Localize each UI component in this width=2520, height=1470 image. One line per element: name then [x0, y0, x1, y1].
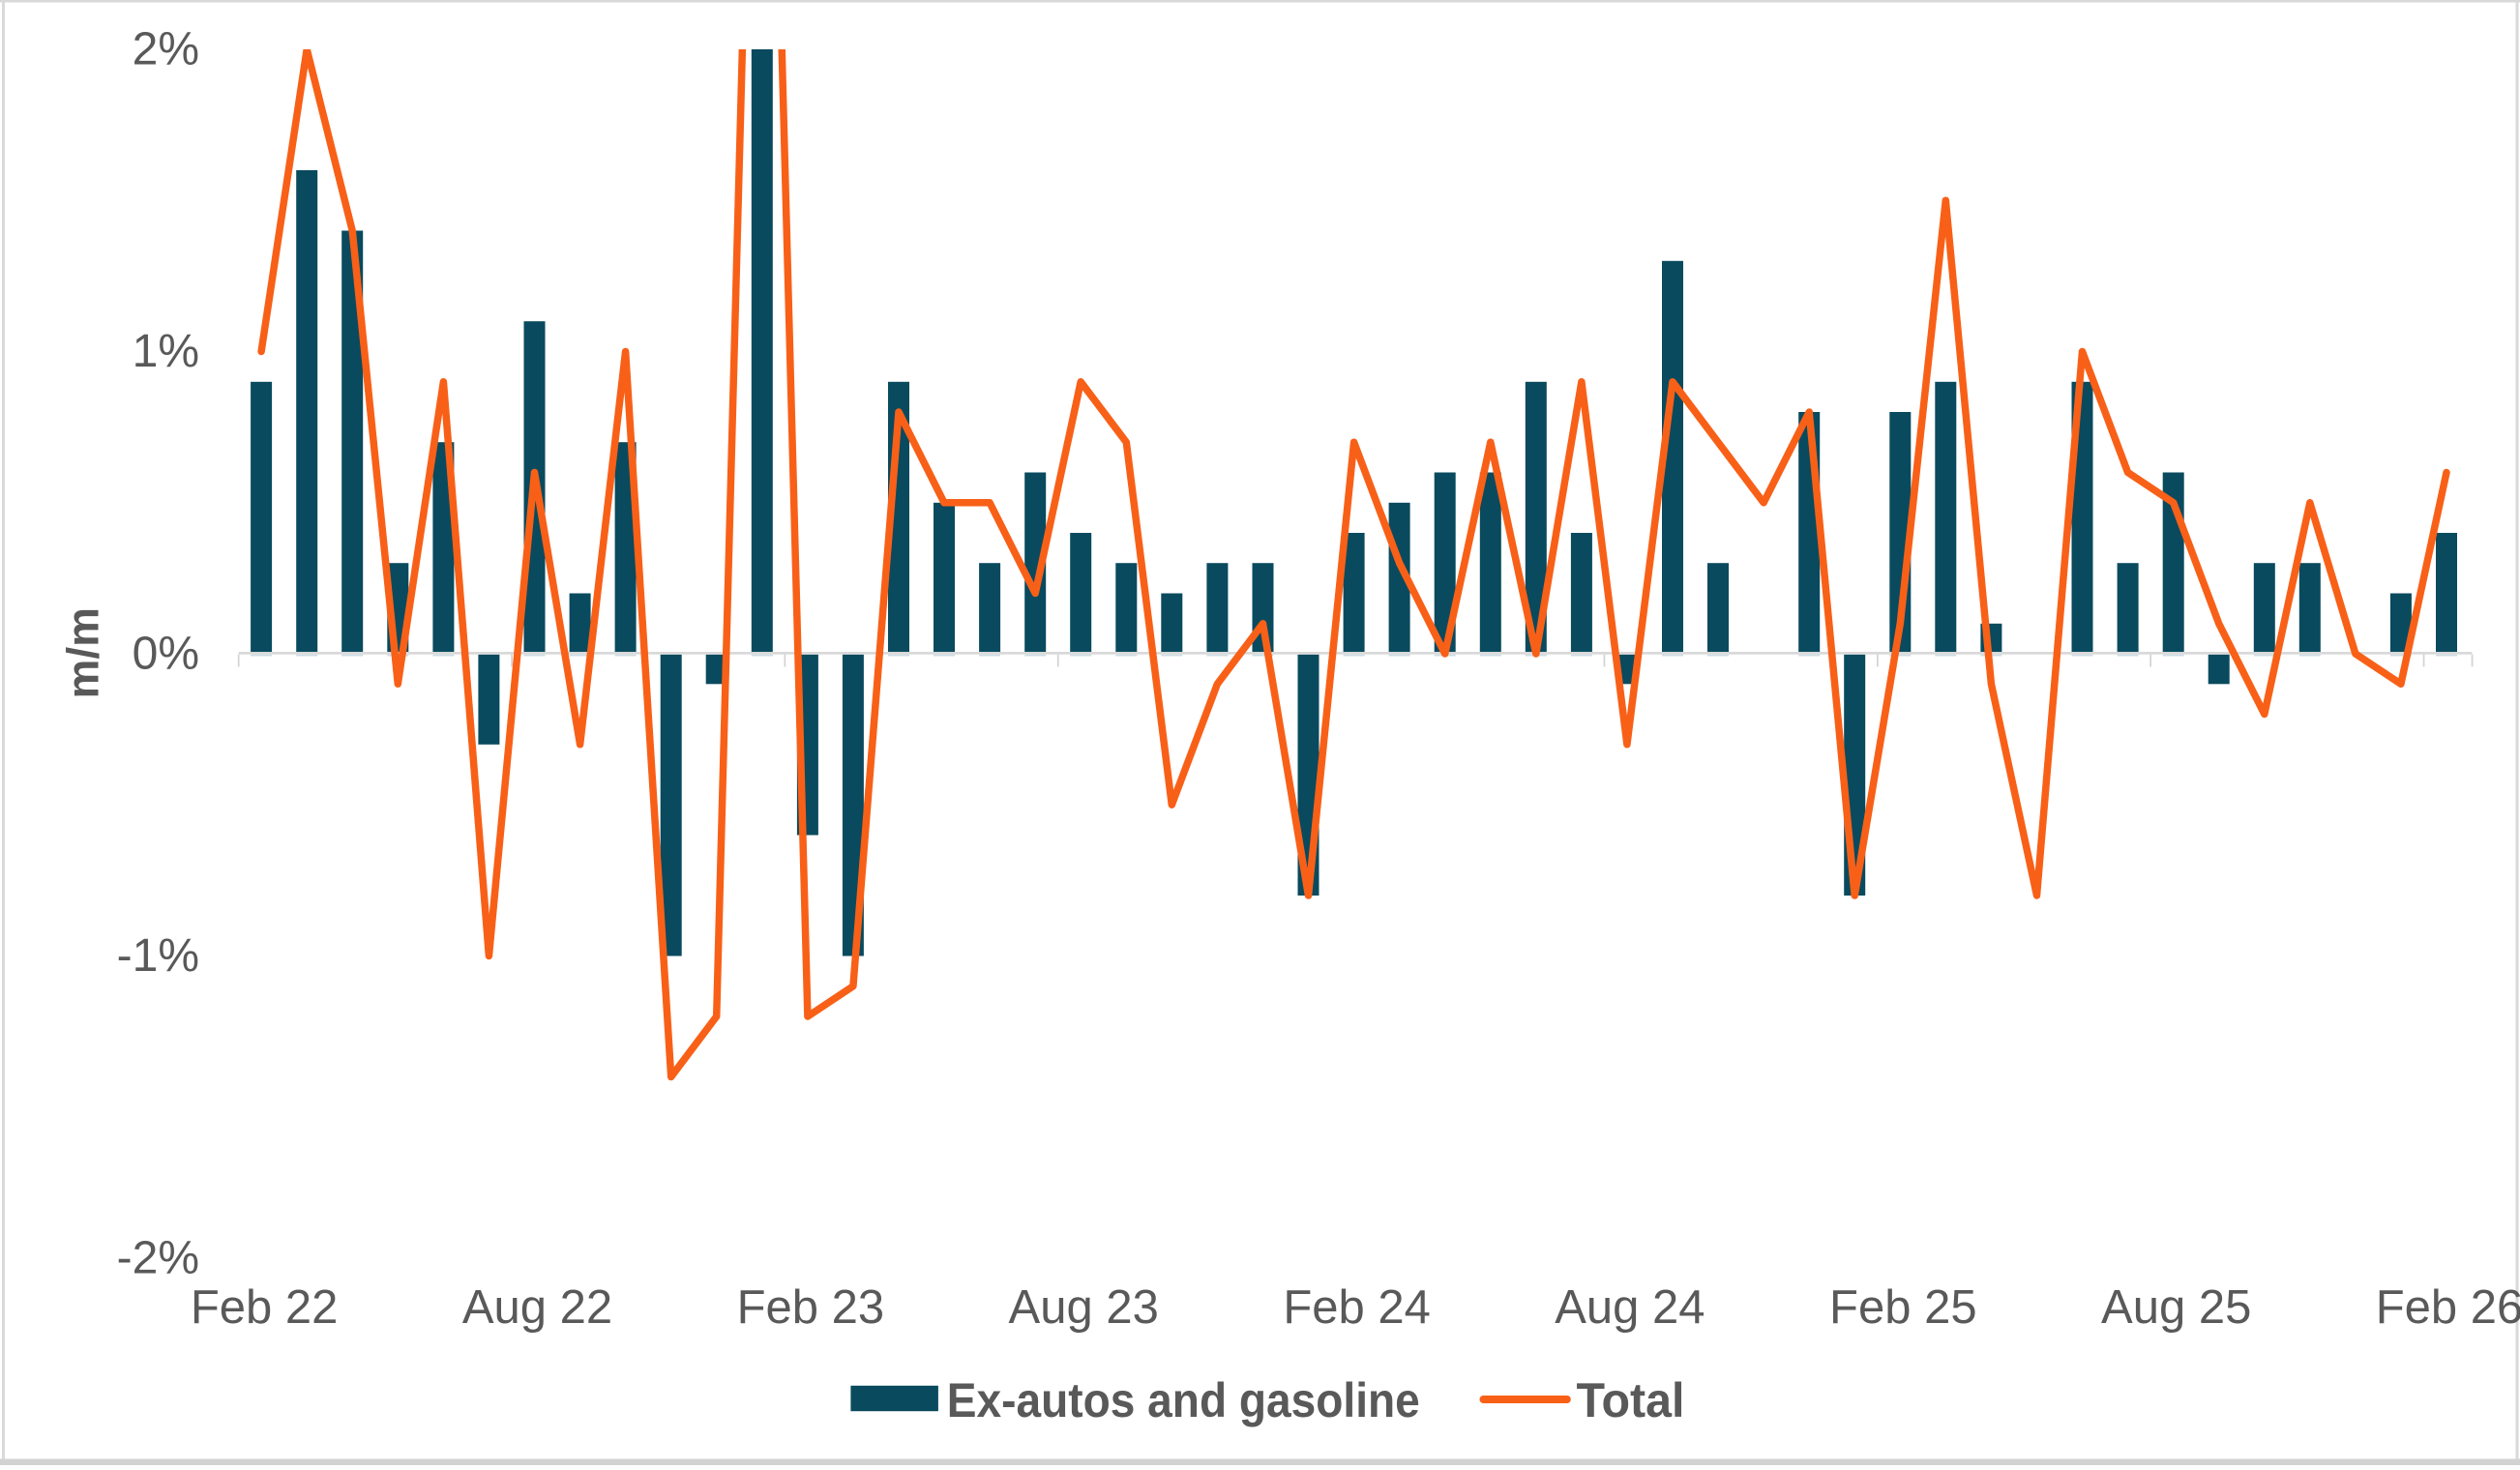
svg-text:Aug 24: Aug 24 [1555, 1281, 1705, 1334]
svg-text:Total: Total [1577, 1373, 1685, 1427]
svg-text:0%: 0% [133, 629, 199, 680]
svg-text:Feb 24: Feb 24 [1283, 1281, 1431, 1334]
svg-text:Aug 22: Aug 22 [462, 1281, 612, 1334]
svg-text:Ex-autos and gasoline: Ex-autos and gasoline [947, 1373, 1420, 1427]
svg-text:Feb 26: Feb 26 [2376, 1281, 2520, 1334]
svg-text:-2%: -2% [117, 1233, 199, 1284]
svg-text:Feb 25: Feb 25 [1829, 1281, 1977, 1334]
svg-text:m/m: m/m [57, 607, 107, 699]
svg-text:-1%: -1% [117, 930, 199, 982]
svg-text:Feb 23: Feb 23 [737, 1281, 885, 1334]
svg-text:1%: 1% [133, 326, 199, 377]
svg-text:2%: 2% [133, 24, 199, 75]
svg-text:Feb 22: Feb 22 [191, 1281, 339, 1334]
svg-text:Aug 23: Aug 23 [1009, 1281, 1159, 1334]
svg-text:Aug 25: Aug 25 [2101, 1281, 2251, 1334]
